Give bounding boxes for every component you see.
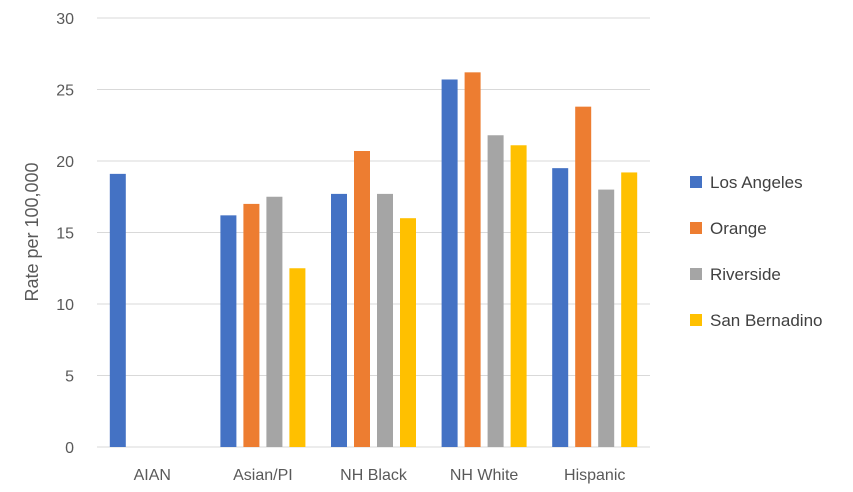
bar-riverside-nh-black <box>377 193 393 447</box>
bar-orange-hispanic <box>575 106 592 447</box>
bar-riverside-asian-pi <box>266 196 283 447</box>
y-tick-label: 30 <box>56 11 74 28</box>
x-tick-label: AIAN <box>134 467 171 484</box>
legend-swatch <box>690 222 702 234</box>
bar-orange-nh-white <box>464 72 481 447</box>
legend-label: Riverside <box>710 265 781 284</box>
legend-swatch <box>690 268 702 280</box>
legend: Los Angeles Orange Riverside San Bernadino <box>690 173 822 330</box>
y-tick-label: 10 <box>56 297 74 314</box>
x-tick-label: Hispanic <box>564 467 625 484</box>
legend-label: Orange <box>710 219 767 238</box>
bar-san-bernadino-nh-white <box>510 145 527 447</box>
y-tick-label: 5 <box>65 369 74 386</box>
bar-san-bernadino-hispanic <box>621 172 638 447</box>
gridlines <box>97 17 650 448</box>
bar-los-angeles-hispanic <box>552 168 569 447</box>
bar-los-angeles-aian <box>109 173 126 447</box>
bar-orange-nh-black <box>354 150 370 448</box>
bar-los-angeles-nh-white <box>441 79 458 448</box>
legend-label: Los Angeles <box>710 173 803 192</box>
bar-orange-asian-pi <box>243 203 260 447</box>
x-tick-label: Asian/PI <box>233 467 293 484</box>
legend-swatch <box>690 314 702 326</box>
x-tick-label: NH White <box>450 467 519 484</box>
bar-riverside-nh-white <box>487 135 504 447</box>
legend-label: San Bernadino <box>710 311 822 330</box>
y-axis-label: Rate per 100,000 <box>22 162 42 301</box>
x-axis-ticks: AIAN Asian/PI NH Black NH White Hispanic <box>134 467 626 484</box>
y-tick-label: 20 <box>56 154 74 171</box>
y-tick-label: 0 <box>65 440 74 457</box>
bar-los-angeles-nh-black <box>331 193 347 447</box>
bar-san-bernadino-nh-black <box>400 218 416 447</box>
x-tick-label: NH Black <box>340 467 408 484</box>
y-tick-label: 15 <box>56 226 74 243</box>
y-axis-ticks: 0 5 10 15 20 25 30 <box>56 11 74 457</box>
legend-swatch <box>690 176 702 188</box>
bar-san-bernadino-asian-pi <box>289 268 306 447</box>
bar-riverside-hispanic <box>598 189 615 447</box>
bar-los-angeles-asian-pi <box>220 215 237 447</box>
bars <box>109 72 638 448</box>
y-tick-label: 25 <box>56 83 74 100</box>
